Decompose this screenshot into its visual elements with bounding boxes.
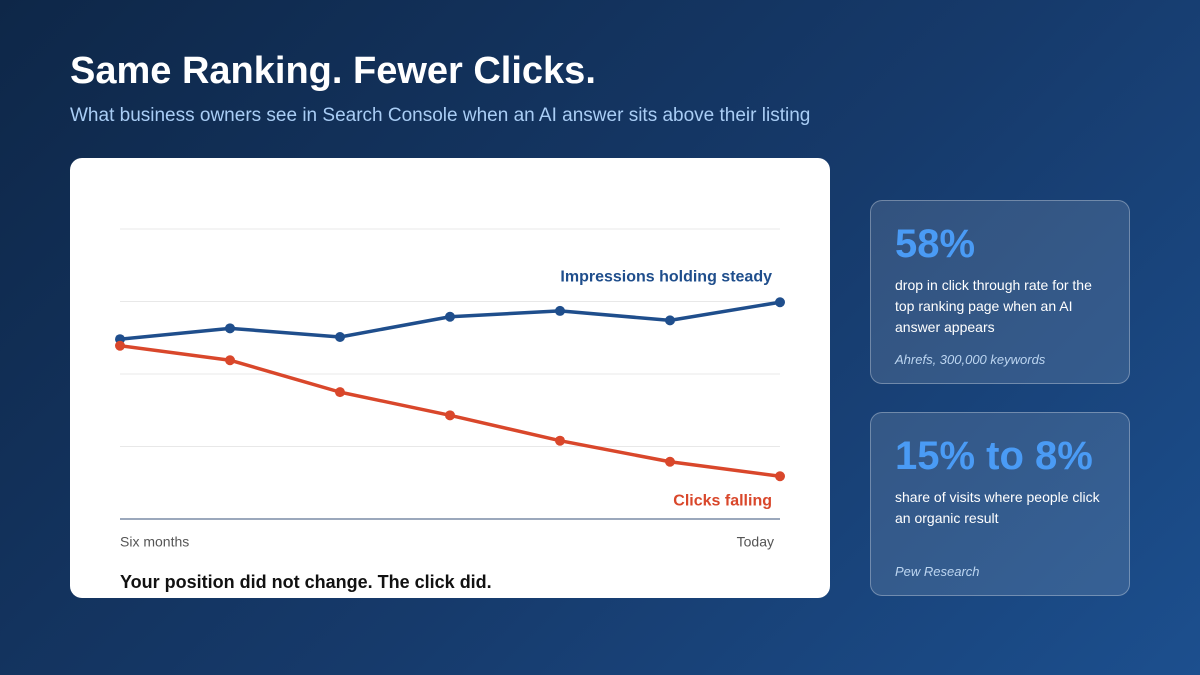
stat-source: Pew Research [895, 564, 980, 579]
caption: Your position did not change. The click … [120, 572, 492, 592]
stat-card: 58% drop in click through rate for the t… [870, 200, 1130, 384]
data-point [335, 387, 345, 398]
x-tick-label: Today [737, 534, 774, 550]
chart-card: Six months Today Impressions holding stead… [70, 158, 830, 598]
title: Same Ranking. Fewer Clicks. [70, 50, 596, 92]
data-point [445, 311, 455, 322]
data-point [665, 315, 675, 326]
data-point [445, 410, 455, 421]
subtitle: What business owners see in Search Conso… [70, 105, 811, 126]
series-label: Impressions holding steady [560, 268, 772, 285]
data-point [225, 323, 235, 334]
data-point [775, 297, 785, 308]
stat: 58% [895, 222, 976, 266]
stat: 15% to 8% [895, 434, 1093, 478]
stat-card: 15% to 8% share of visits where people c… [870, 412, 1130, 596]
x-tick-label: Six months [120, 534, 189, 550]
data-point [115, 340, 125, 351]
data-point [665, 456, 675, 467]
stat-source: Ahrefs, 300,000 keywords [895, 352, 1046, 367]
data-point [775, 471, 785, 482]
data-point [225, 355, 235, 366]
stat-text: drop in click through rate for the top r… [895, 277, 1092, 335]
data-point [335, 332, 345, 343]
chart: Six months Today Impressions holding stead… [115, 228, 785, 592]
stat-text: share of visits where people click an or… [895, 489, 1100, 526]
data-point [555, 435, 565, 446]
series-label: Clicks falling [673, 492, 772, 509]
data-point [555, 305, 565, 316]
